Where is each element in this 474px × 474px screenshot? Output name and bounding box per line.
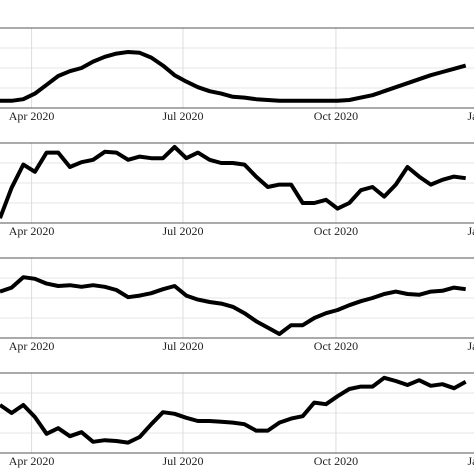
x-tick-label: Jan 2021 xyxy=(467,454,474,468)
x-tick-label: Jan 2021 xyxy=(467,339,474,353)
x-tick-label: Jul 2020 xyxy=(162,339,203,353)
x-tick-label: Apr 2020 xyxy=(9,339,55,353)
x-tick-label: Jul 2020 xyxy=(162,454,203,468)
x-tick-label: Apr 2020 xyxy=(9,454,55,468)
x-tick-label: Apr 2020 xyxy=(9,224,55,238)
x-tick-label: Oct 2020 xyxy=(314,224,358,238)
x-tick-label: Jul 2020 xyxy=(162,224,203,238)
x-tick-label: Oct 2020 xyxy=(314,109,358,123)
series-line xyxy=(0,145,466,219)
series-line xyxy=(0,275,466,336)
series-line xyxy=(0,375,467,445)
x-tick-label: Jan 2021 xyxy=(467,224,474,238)
x-tick-label: Oct 2020 xyxy=(314,339,358,353)
series-line xyxy=(0,50,467,103)
x-tick-label: Apr 2020 xyxy=(9,109,55,123)
x-tick-label: Jul 2020 xyxy=(162,109,203,123)
x-tick-label: Oct 2020 xyxy=(314,454,358,468)
x-tick-label: Jan 2021 xyxy=(467,109,474,123)
